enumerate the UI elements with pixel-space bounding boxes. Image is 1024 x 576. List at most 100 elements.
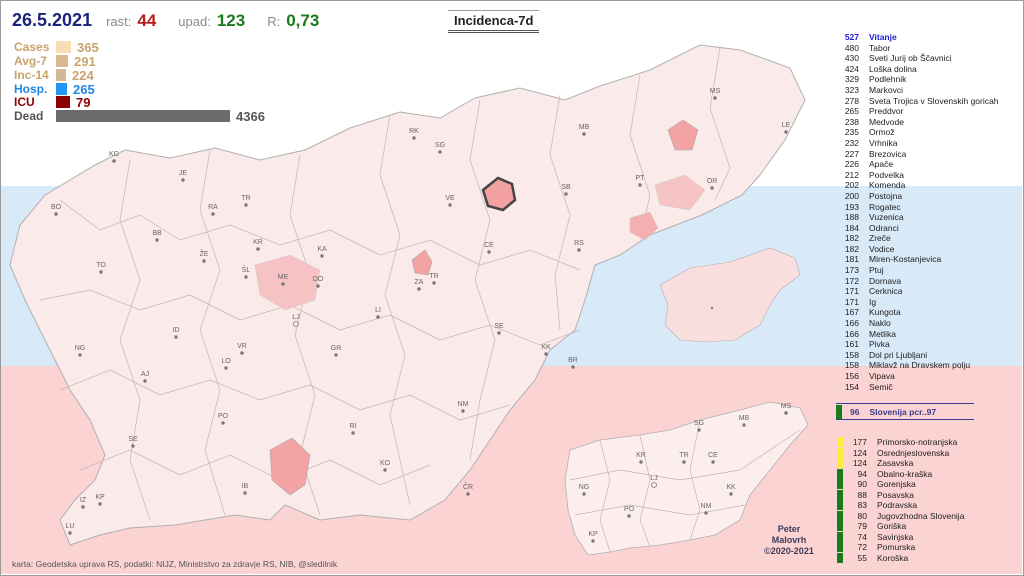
ranking-row: 166 Metlika bbox=[837, 329, 1021, 340]
ranking-row: 172 Dornava bbox=[837, 276, 1021, 287]
ranking-value: 212 bbox=[844, 169, 859, 180]
region-value: 74 bbox=[857, 531, 867, 542]
ranking-name: Odranci bbox=[869, 222, 899, 233]
ranking-row: 278 Sveta Trojica v Slovenskih goricah bbox=[837, 96, 1021, 107]
region-name: Primorsko-notranjska bbox=[877, 437, 958, 448]
city-label: KO bbox=[380, 460, 391, 467]
highlight-se bbox=[629, 211, 659, 241]
stat-value: 224 bbox=[72, 67, 94, 83]
region-city-label: LJ bbox=[650, 475, 657, 482]
city-label: SB bbox=[561, 184, 571, 191]
city-dot bbox=[320, 254, 324, 258]
city-dot bbox=[784, 130, 788, 134]
ranking-row: 182 Zreče bbox=[837, 233, 1021, 244]
region-value: 94 bbox=[857, 468, 867, 479]
ranking-value: 202 bbox=[844, 180, 859, 191]
region-city-label: KP bbox=[588, 531, 598, 538]
region-name: Savinjska bbox=[877, 531, 914, 542]
city-dot bbox=[713, 96, 717, 100]
region-city-label: TR bbox=[679, 452, 688, 459]
city-label: BB bbox=[152, 230, 162, 237]
city-dot bbox=[224, 366, 228, 370]
ranking-value: 158 bbox=[844, 360, 859, 371]
credit-line2: Malovrh bbox=[771, 535, 807, 545]
region-color-square bbox=[837, 447, 843, 458]
ranking-row: 182 Vodice bbox=[837, 244, 1021, 255]
ranking-row: 227 Brezovica bbox=[837, 149, 1021, 160]
city-dot bbox=[448, 203, 452, 207]
slovenia-total: 96 Slovenija pcr..97 bbox=[836, 403, 974, 420]
highlight-central bbox=[254, 254, 321, 311]
ranking-name: Ptuj bbox=[869, 265, 884, 276]
region-city-dot bbox=[704, 511, 708, 515]
city-label: KG bbox=[109, 151, 119, 158]
highlight-east bbox=[654, 174, 706, 211]
ranking-row: 161 Pivka bbox=[837, 339, 1021, 350]
ranking-name: Brezovica bbox=[869, 148, 907, 159]
ranking-name: Vitanje bbox=[869, 32, 897, 42]
city-dot bbox=[143, 379, 147, 383]
ranking-name: Ormož bbox=[869, 127, 895, 138]
city-dot bbox=[181, 178, 185, 182]
region-row: 124 Osrednjeslovenska bbox=[837, 447, 1017, 459]
slovenia-value: 96 bbox=[850, 406, 860, 417]
date-label: 26.5.2021 bbox=[12, 10, 93, 30]
municipality-borders bbox=[39, 47, 731, 521]
city-dot bbox=[412, 136, 416, 140]
region-row: 90 Gorenjska bbox=[837, 479, 1017, 490]
main-map: KG JE BO RA TR BB ŽE KR KA TO ŠL ME DO LJ ID NG VR LO AJ GR… bbox=[9, 44, 806, 546]
ranking-name: Vipava bbox=[869, 371, 895, 381]
slovenia-inset bbox=[659, 247, 801, 343]
ranking-name: Pivka bbox=[869, 339, 890, 350]
city-dot bbox=[466, 492, 470, 496]
stat-row: Inc-14 224 bbox=[14, 67, 94, 83]
region-city-label: KR bbox=[636, 452, 646, 459]
city-dot bbox=[211, 212, 215, 216]
ranking-name: Vrhnika bbox=[869, 137, 898, 148]
ranking-value: 424 bbox=[844, 63, 859, 74]
city-dot bbox=[376, 315, 380, 319]
ranking-value: 235 bbox=[844, 127, 859, 138]
city-label: VE bbox=[445, 195, 455, 202]
region-name: Posavska bbox=[877, 489, 914, 500]
city-dot bbox=[112, 159, 116, 163]
stat-row: Dead 4366 bbox=[14, 108, 265, 124]
city-dot bbox=[131, 444, 135, 448]
city-dot bbox=[582, 132, 586, 136]
ranking-value: 227 bbox=[844, 148, 859, 159]
city-label: IZ bbox=[80, 497, 87, 504]
region-color-square bbox=[837, 542, 843, 553]
region-value: 83 bbox=[857, 500, 867, 511]
ranking-name: Vodice bbox=[869, 243, 895, 254]
ranking-value: 527 bbox=[844, 32, 859, 42]
stat-row: ICU 79 bbox=[14, 95, 90, 110]
city-dot bbox=[432, 281, 436, 285]
region-city-dot bbox=[711, 460, 715, 464]
city-label: RS bbox=[574, 240, 584, 247]
region-name: Goriška bbox=[877, 521, 907, 532]
ranking-value: 173 bbox=[844, 265, 859, 276]
region-map-shape bbox=[564, 401, 809, 556]
region-row: 177 Primorsko-notranjska bbox=[837, 437, 1017, 448]
ranking-name: Zreče bbox=[869, 233, 891, 244]
stat-bar bbox=[56, 96, 70, 108]
ranking-value: 182 bbox=[844, 243, 859, 254]
city-dot bbox=[244, 203, 248, 207]
stat-label: Hosp. bbox=[14, 82, 48, 96]
ranking-name: Podvelka bbox=[869, 169, 904, 180]
stat-value: 4366 bbox=[236, 108, 265, 124]
ranking-row: 235 Ormož bbox=[837, 127, 1021, 138]
region-color-square bbox=[837, 531, 843, 542]
city-label: ČR bbox=[463, 482, 473, 491]
stat-bar bbox=[56, 110, 230, 122]
city-label: RK bbox=[409, 128, 419, 135]
highlight-zrece bbox=[411, 249, 433, 276]
ranking-name: Tabor bbox=[869, 42, 891, 53]
region-color-square bbox=[837, 468, 843, 479]
stat-label: Inc-14 bbox=[14, 68, 49, 82]
city-dot bbox=[240, 351, 244, 355]
stat-row: Hosp. 265 bbox=[14, 82, 95, 97]
ranking-row: 212 Podvelka bbox=[837, 170, 1021, 181]
region-value: 55 bbox=[857, 552, 867, 563]
region-color-square bbox=[837, 500, 843, 511]
